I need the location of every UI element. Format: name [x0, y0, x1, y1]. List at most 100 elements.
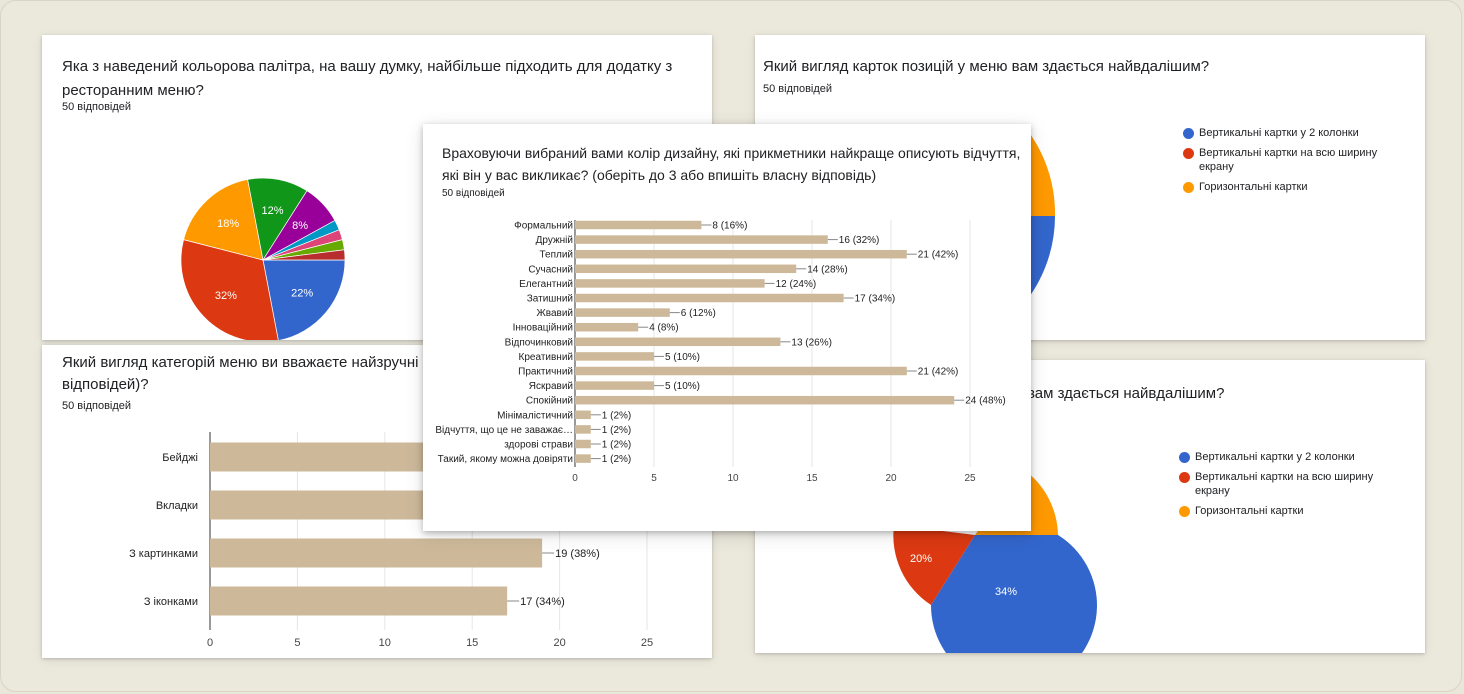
data-label: 13 (26%) [791, 337, 832, 348]
bar [575, 322, 639, 332]
bar [575, 308, 670, 317]
category-label: Яскравий [529, 381, 573, 392]
slice-label: 22% [291, 287, 313, 299]
pie-slice-blue [930, 535, 1097, 653]
category-label: Жвавий [537, 308, 573, 319]
tick-label: 25 [641, 637, 653, 649]
tick-label: 5 [651, 473, 657, 484]
data-label: 5 (10%) [665, 381, 700, 392]
bar [575, 264, 797, 274]
category-label: Вкладки [156, 500, 198, 512]
category-label: Практичний [518, 367, 573, 378]
category-label: Бейджі [162, 452, 198, 464]
category-label: Такий, якому можна довіряти [438, 454, 573, 465]
slice-label: 32% [215, 290, 237, 302]
tick-label: 0 [572, 473, 578, 484]
tick-label: 25 [964, 473, 976, 484]
category-label: Дружній [536, 235, 573, 246]
bar [210, 490, 425, 520]
chart-legend: Вертикальні картки у 2 колонки Вертикаль… [1183, 126, 1393, 200]
legend-item: Вертикальні картки на всю ширину екрану [1179, 470, 1389, 498]
question-title-line2: відповідей)? [62, 376, 149, 393]
data-label: 8 (16%) [712, 221, 747, 232]
slice-label: 12% [262, 205, 284, 217]
category-label: Сучасний [528, 264, 573, 275]
data-label: 17 (34%) [855, 294, 896, 305]
bar [575, 454, 591, 463]
categories-bar-chart: 0 5 10 15 20 25 Бейджі Вкладки З картинками 19 (3… [129, 432, 653, 649]
category-label: З картинками [129, 548, 198, 560]
tick-label: 10 [727, 473, 739, 484]
category-label: Елегантний [519, 279, 573, 290]
bar [575, 220, 702, 230]
response-count: 50 відповідей [62, 101, 132, 113]
tick-label: 20 [885, 473, 897, 484]
question-title: вам здається найвдалішим? [1027, 385, 1225, 402]
bar [575, 425, 591, 434]
category-label: Теплий [539, 250, 573, 261]
pie-slice [262, 249, 346, 261]
data-label: 19 (38%) [555, 548, 600, 560]
tick-label: 15 [466, 637, 478, 649]
palette-pie-chart: 22% 32% 18% 12% 8% [180, 177, 346, 340]
adjectives-bar-card: Враховуючи вибраний вами колір дизайну, … [423, 124, 1031, 531]
bar [575, 293, 844, 303]
question-title: Враховуючи вибраний вами колір дизайну, … [442, 145, 1021, 183]
category-label: Мінімалістичний [497, 410, 573, 421]
response-count: 50 відповідей [442, 188, 505, 199]
slice-label: 18% [217, 218, 239, 230]
question-title: Яка з наведений кольорова палітра, на ва… [62, 58, 673, 99]
bar [210, 538, 543, 568]
category-label: Спокійний [526, 396, 573, 407]
bar [575, 410, 591, 420]
category-label: З іконками [144, 596, 198, 608]
bar [575, 366, 907, 376]
data-label: 1 (2%) [602, 410, 631, 421]
legend-item: Вертикальні картки у 2 колонки [1183, 126, 1393, 140]
data-label: 6 (12%) [681, 308, 716, 319]
data-label: 21 (42%) [918, 367, 959, 378]
pie-slice [262, 259, 346, 340]
legend-item: Горизонтальні картки [1179, 504, 1389, 518]
data-label: 5 (10%) [665, 352, 700, 363]
palette-pie-card: Яка з наведений кольорова палітра, на ва… [42, 35, 712, 340]
response-count: 50 відповідей [62, 400, 132, 412]
tick-label: 10 [379, 637, 391, 649]
data-label: 14 (28%) [807, 264, 848, 275]
category-label: здорові страви [504, 440, 573, 451]
category-label: Креативний [519, 352, 573, 363]
data-label: 24 (48%) [965, 396, 1006, 407]
category-label: Відпочинковий [505, 337, 573, 348]
bar [575, 395, 955, 405]
pie-slice [183, 179, 264, 261]
data-label: 4 (8%) [649, 323, 678, 334]
bar [575, 381, 654, 390]
bar [575, 439, 591, 449]
legend-item: Горизонтальні картки [1183, 180, 1393, 194]
bar [575, 279, 765, 288]
legend-item: Вертикальні картки у 2 колонки [1179, 450, 1389, 464]
data-label: 1 (2%) [602, 440, 631, 451]
bar [575, 249, 907, 259]
tick-label: 5 [294, 637, 300, 649]
legend-item: Вертикальні картки на всю ширину екрану [1183, 146, 1393, 174]
question-title: Який вигляд карток позицій у меню вам зд… [763, 58, 1210, 75]
data-label: 17 (34%) [520, 596, 565, 608]
tick-label: 20 [553, 637, 565, 649]
tick-label: 0 [207, 637, 213, 649]
data-label: 1 (2%) [602, 454, 631, 465]
slice-label: 20% [910, 553, 932, 565]
data-label: 16 (32%) [839, 235, 880, 246]
bar [210, 586, 508, 616]
category-label: Формальний [514, 221, 573, 232]
pie-slice [180, 239, 279, 340]
data-label: 12 (24%) [776, 279, 817, 290]
pie-slice [247, 177, 308, 261]
category-label: Інноваційний [513, 323, 573, 334]
tick-label: 15 [806, 473, 818, 484]
slice-label: 8% [292, 220, 308, 232]
bar [210, 442, 425, 472]
data-label: 21 (42%) [918, 250, 959, 261]
category-label: Відчуття, що це не заважає… [435, 425, 573, 436]
adjectives-bar-chart: 0 5 10 15 20 25 Формальний 8 (16%) Дружній 16 (32… [435, 220, 1006, 484]
